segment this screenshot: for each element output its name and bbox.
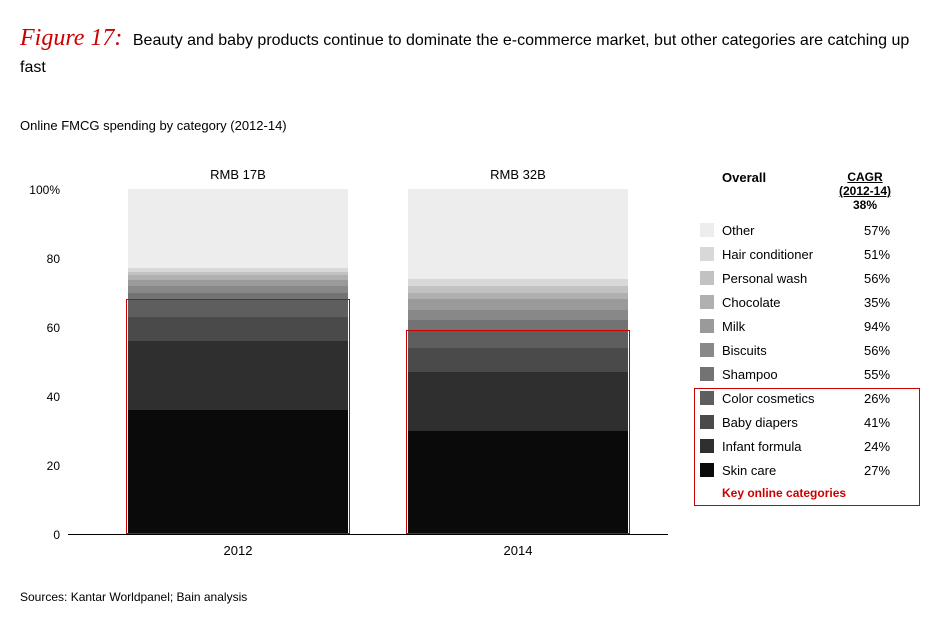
segment xyxy=(408,348,628,372)
bar-x-label: 2014 xyxy=(408,543,628,558)
legend-cagr-value: 24% xyxy=(842,439,912,454)
bar-top-label: RMB 17B xyxy=(128,167,348,182)
bar-2012: RMB 17B 2012 xyxy=(128,189,348,534)
segment xyxy=(128,317,348,341)
legend-label: Skin care xyxy=(722,463,842,478)
legend-swatch xyxy=(700,367,714,381)
legend-label: Biscuits xyxy=(722,343,842,358)
legend-cagr-value: 55% xyxy=(842,367,912,382)
segment xyxy=(408,299,628,309)
legend-swatch xyxy=(700,343,714,357)
segment xyxy=(408,330,628,347)
segment xyxy=(408,286,628,293)
legend-row: Other57% xyxy=(700,218,930,242)
segment xyxy=(408,431,628,535)
segment xyxy=(408,310,628,320)
legend-overall-label: Overall xyxy=(700,170,820,212)
legend-cagr-value: 35% xyxy=(842,295,912,310)
legend-label: Hair conditioner xyxy=(722,247,842,262)
legend-cagr-value: 56% xyxy=(842,343,912,358)
legend-swatch xyxy=(700,463,714,477)
figure-caption: Beauty and baby products continue to dom… xyxy=(20,32,909,76)
y-axis: 020406080100% xyxy=(20,190,68,535)
y-tick: 0 xyxy=(53,528,60,542)
legend-row: Hair conditioner51% xyxy=(700,242,930,266)
legend-swatch xyxy=(700,271,714,285)
bar-2014: RMB 32B 2014 xyxy=(408,189,628,534)
y-tick: 40 xyxy=(47,390,60,404)
chart-area: 020406080100% RMB 17B 2012 RMB 32B 2014 … xyxy=(20,170,930,570)
legend-label: Color cosmetics xyxy=(722,391,842,406)
plot-area: RMB 17B 2012 RMB 32B 2014 xyxy=(68,190,668,535)
legend-swatch xyxy=(700,295,714,309)
segment xyxy=(128,410,348,534)
legend-label: Other xyxy=(722,223,842,238)
legend-label: Personal wash xyxy=(722,271,842,286)
legend-cagr-value: 41% xyxy=(842,415,912,430)
legend-cagr-value: 51% xyxy=(842,247,912,262)
y-tick: 100% xyxy=(29,183,60,197)
legend-cagr-value: 56% xyxy=(842,271,912,286)
legend-swatch xyxy=(700,391,714,405)
legend-label: Chocolate xyxy=(722,295,842,310)
legend: Overall CAGR (2012-14) 38% Other57%Hair … xyxy=(700,170,930,500)
y-tick: 60 xyxy=(47,321,60,335)
legend-swatch xyxy=(700,319,714,333)
legend-swatch xyxy=(700,415,714,429)
segment xyxy=(128,299,348,316)
legend-row: Color cosmetics26% xyxy=(700,386,930,410)
bar-x-label: 2012 xyxy=(128,543,348,558)
legend-cagr-value: 26% xyxy=(842,391,912,406)
y-tick: 20 xyxy=(47,459,60,473)
sources-footnote: Sources: Kantar Worldpanel; Bain analysi… xyxy=(20,590,247,604)
legend-row: Personal wash56% xyxy=(700,266,930,290)
legend-row: Baby diapers41% xyxy=(700,410,930,434)
segment xyxy=(128,293,348,300)
segment xyxy=(408,320,628,330)
legend-row: Skin care27% xyxy=(700,458,930,482)
legend-row: Milk94% xyxy=(700,314,930,338)
legend-row: Shampoo55% xyxy=(700,362,930,386)
legend-swatch xyxy=(700,439,714,453)
bar-top-label: RMB 32B xyxy=(408,167,628,182)
key-online-label: Key online categories xyxy=(700,482,930,500)
y-tick: 80 xyxy=(47,252,60,266)
legend-cagr-value: 27% xyxy=(842,463,912,478)
legend-cagr-value: 57% xyxy=(842,223,912,238)
legend-label: Infant formula xyxy=(722,439,842,454)
figure-number: Figure 17: xyxy=(20,25,122,51)
legend-row: Biscuits56% xyxy=(700,338,930,362)
segment xyxy=(408,293,628,300)
legend-label: Baby diapers xyxy=(722,415,842,430)
segment xyxy=(128,341,348,410)
legend-row: Chocolate35% xyxy=(700,290,930,314)
segment xyxy=(128,189,348,268)
segment xyxy=(408,189,628,279)
chart-subtitle: Online FMCG spending by category (2012-1… xyxy=(20,118,287,133)
segment xyxy=(408,372,628,431)
legend-cagr-header: CAGR (2012-14) 38% xyxy=(820,170,910,212)
legend-label: Shampoo xyxy=(722,367,842,382)
figure-title: Figure 17: Beauty and baby products cont… xyxy=(20,20,930,80)
legend-swatch xyxy=(700,247,714,261)
segment xyxy=(408,279,628,286)
segment xyxy=(128,286,348,293)
legend-cagr-value: 94% xyxy=(842,319,912,334)
legend-swatch xyxy=(700,223,714,237)
legend-row: Infant formula24% xyxy=(700,434,930,458)
legend-label: Milk xyxy=(722,319,842,334)
legend-header: Overall CAGR (2012-14) 38% xyxy=(700,170,930,212)
